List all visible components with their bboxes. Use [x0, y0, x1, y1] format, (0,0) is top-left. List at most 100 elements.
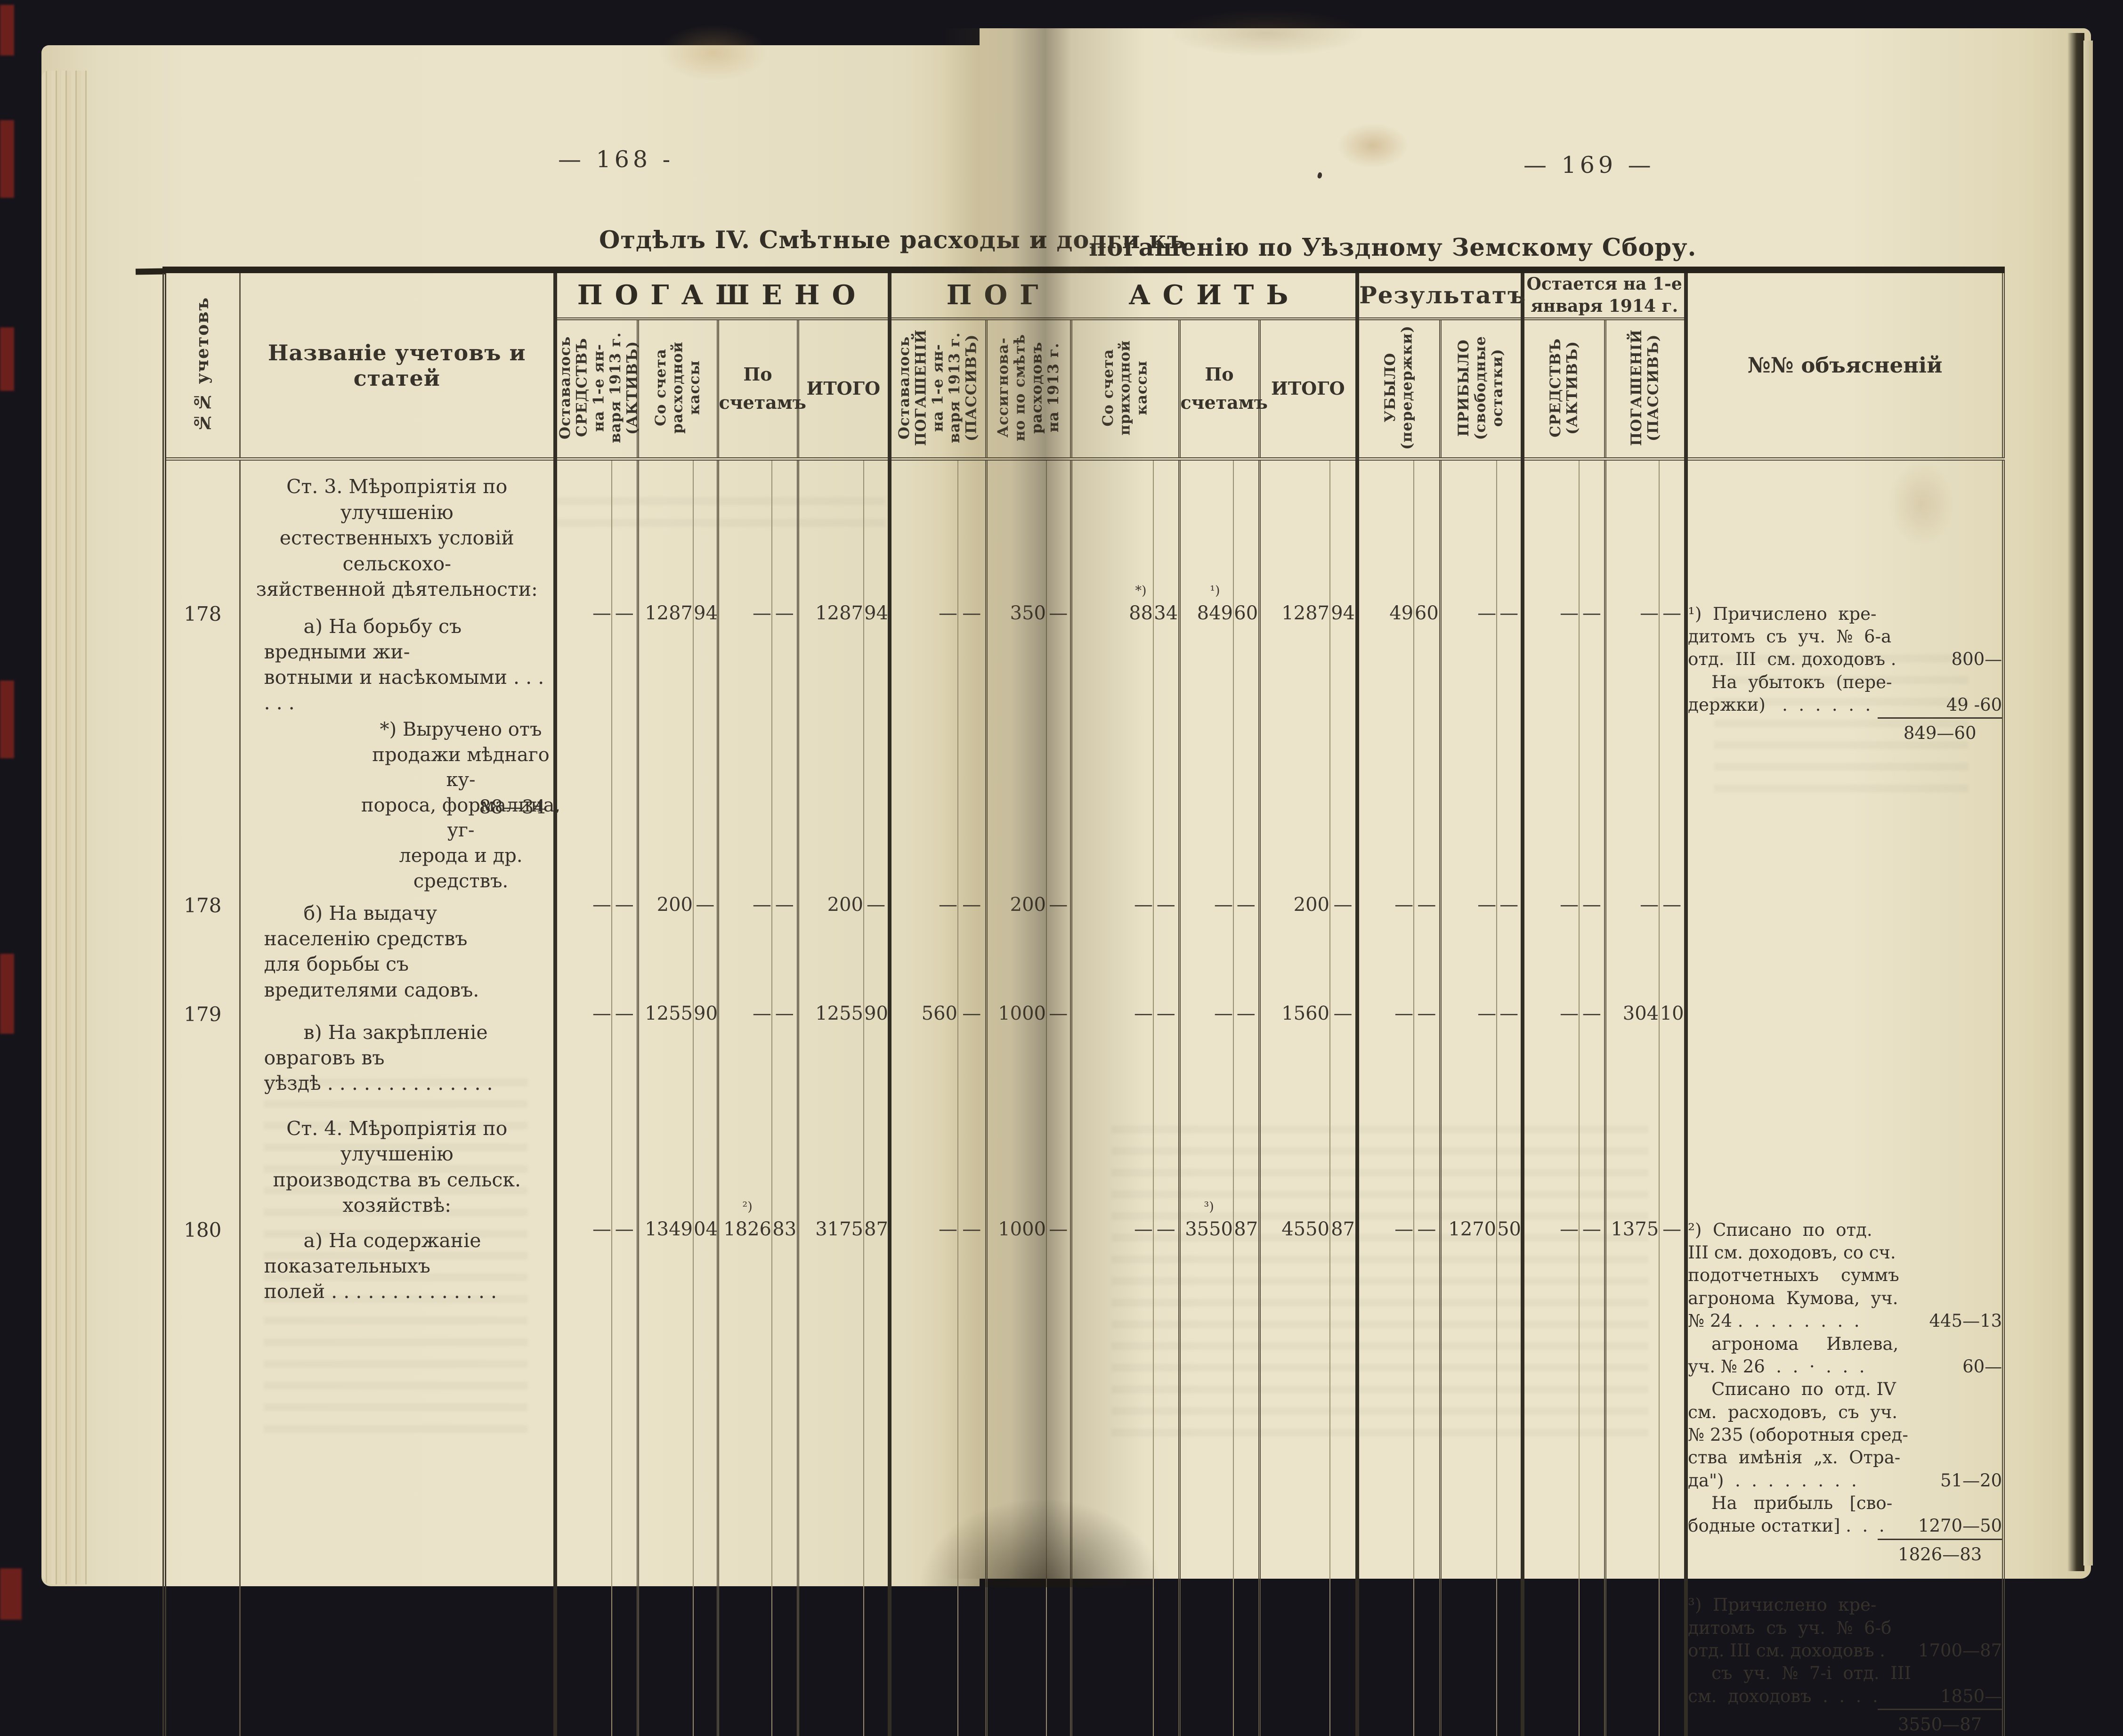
- table-row-r179: 179 в) На закрѣпленіе овраговъ въ уѣздѣ .…: [164, 1002, 2004, 1103]
- amount-kop-cell: [863, 715, 890, 894]
- amount-value: —: [1477, 1002, 1497, 1024]
- amount-rub-cell: [985, 459, 1046, 602]
- amount-rub-cell: —: [1070, 1002, 1153, 1103]
- amount-rub-cell: ²) 1826: [716, 1200, 772, 1736]
- footnote-marker: ³): [1204, 1199, 1214, 1214]
- amount-value: 560: [921, 1002, 957, 1024]
- amount-rub-cell: 1255: [636, 1002, 693, 1103]
- note-line: III см. доходовъ, со сч.: [1688, 1241, 2002, 1264]
- amount-kop-cell: —: [957, 1218, 986, 1736]
- amount-rub-cell: [1258, 1102, 1330, 1218]
- amount-rub-cell: [888, 459, 958, 602]
- amount-kop-cell: —: [1046, 602, 1071, 716]
- note-line: отд. III см. доходовъ . 800—: [1688, 648, 2002, 670]
- note-text: см. расходовъ, съ уч.: [1688, 1402, 1898, 1422]
- amount-kop-cell: [1233, 459, 1259, 602]
- amount-rub-cell: —: [553, 894, 612, 1003]
- explanation-cell: [1684, 1102, 2004, 1218]
- amount-kop-cell: —: [1579, 894, 1605, 1003]
- name-cell: а) На борьбу съ вредными жи- вотными и н…: [239, 602, 555, 716]
- amount-kop-cell: —: [611, 1218, 638, 1736]
- spine-red-mark: [0, 681, 14, 758]
- note-line: дитомъ съ уч. № 6-б: [1688, 1617, 2002, 1639]
- note-line: съ уч. № 7-і отд. III: [1688, 1662, 2002, 1684]
- table-row-st3: Ст. 3. Мѣропріятія по улучшенію естестве…: [164, 459, 2004, 602]
- amount-value: 1000: [998, 1002, 1046, 1024]
- amount-kop-cell: —: [1659, 1218, 1686, 1736]
- amount-kop-cell: —: [1496, 1002, 1523, 1103]
- amount-rub-cell: —: [553, 602, 612, 716]
- amount-value: 49: [1389, 602, 1414, 624]
- amount-kop-cell: [611, 1102, 638, 1218]
- amount-kop-cell: —: [1153, 1002, 1179, 1103]
- amount-kop-cell: —: [611, 894, 638, 1003]
- note-amount: 3550—87: [1878, 1708, 2002, 1736]
- amount-rub-cell: [1355, 715, 1414, 894]
- amount-rub-cell: —: [1070, 894, 1153, 1003]
- note-line: бодные остатки] . . . 1270—50: [1688, 1515, 2002, 1537]
- amount-rub-cell: 1000: [985, 1218, 1046, 1736]
- name-cell: а) На содержаніе показательныхъ полей . …: [239, 1218, 555, 1736]
- note-text: см. доходовъ . . . .: [1688, 1686, 1878, 1706]
- amount-value: 200: [656, 894, 693, 916]
- amount-kop-cell: [771, 1102, 798, 1218]
- explanation-cell: [1684, 1002, 2004, 1103]
- amount-value: —: [592, 1002, 611, 1024]
- amount-rub-cell: —: [716, 1002, 772, 1103]
- amount-kop-cell: [1329, 1102, 1358, 1218]
- amount-rub-cell: [1604, 1102, 1660, 1218]
- amount-kop-cell: —: [863, 894, 890, 1003]
- column-header: Со счета приходной кассы: [1070, 318, 1179, 461]
- amount-kop-cell: —: [1659, 602, 1686, 716]
- section-title-right: погашенію по Уѣздному Земскому Сбору.: [1089, 234, 1697, 262]
- spine-red-mark: [0, 954, 14, 1034]
- amount-rub-cell: —: [1178, 1002, 1233, 1103]
- name-cell: Ст. 4. Мѣропріятія по улучшенію производ…: [239, 1102, 555, 1218]
- amount-rub-cell: [553, 1102, 612, 1218]
- column-header-label: По счетамъ: [1180, 363, 1268, 414]
- row-name: а) На содержаніе показательныхъ полей . …: [264, 1229, 497, 1303]
- amount-kop-cell: —: [1153, 894, 1179, 1003]
- amount-rub-cell: [636, 715, 693, 894]
- column-header: По счетамъ: [716, 318, 806, 461]
- amount-value: 1287: [1281, 602, 1329, 624]
- page-edge-shadow: [2067, 33, 2084, 1571]
- amount-kop-cell: [611, 715, 638, 894]
- amount-rub-cell: [553, 715, 612, 894]
- note-text: бодные остатки] . . .: [1688, 1516, 1885, 1536]
- amount-rub-cell: [1178, 459, 1233, 602]
- amount-rub-cell: [716, 715, 772, 894]
- amount-kop-cell: 83: [771, 1218, 798, 1736]
- amount-rub-cell: 4550: [1258, 1218, 1330, 1736]
- column-header-label: ИТОГО: [806, 377, 881, 399]
- amount-kop-cell: —: [1046, 1218, 1071, 1736]
- amount-kop-cell: [1329, 459, 1358, 602]
- amount-kop-cell: [693, 715, 718, 894]
- amount-kop-cell: [1046, 715, 1071, 894]
- note-text: На убытокъ (пере-: [1711, 672, 1892, 692]
- note-line: агронома Ивлева,: [1688, 1333, 2002, 1355]
- amount-rub-cell: [1070, 715, 1153, 894]
- amount-value: —: [1394, 1002, 1414, 1024]
- note-text: III см. доходовъ, со сч.: [1688, 1242, 1896, 1263]
- note-amount: 1270—50: [1918, 1516, 2002, 1536]
- note-text: На прибыль [сво-: [1711, 1493, 1893, 1514]
- amount-rub-cell: 1560: [1258, 1002, 1330, 1103]
- amount-rub-cell: 200: [636, 894, 693, 1003]
- amount-value: —: [592, 602, 611, 624]
- amount-kop-cell: 94: [1329, 602, 1358, 716]
- note-text: ³) Причислено кре-: [1688, 1595, 1877, 1615]
- name-cell: б) На выдачу населенію средствъ для борь…: [239, 894, 555, 1003]
- section-heading: Ст. 3. Мѣропріятія по улучшенію естестве…: [256, 475, 538, 601]
- footnote-marker: *): [1135, 583, 1147, 598]
- note-line: 3550—87: [1688, 1708, 2002, 1736]
- note-line: ²) Списано по отд.: [1688, 1219, 2002, 1241]
- note-line: № 235 (оборотныя сред-: [1688, 1424, 2002, 1446]
- amount-rub-cell: —: [716, 602, 772, 716]
- amount-value: —: [1560, 602, 1579, 624]
- amount-kop-cell: —: [957, 1002, 986, 1103]
- amount-value: 1375: [1611, 1218, 1659, 1240]
- note-text: агронома Кумова, уч.: [1688, 1288, 1898, 1308]
- amount-kop-cell: —: [1329, 894, 1358, 1003]
- amount-value: 1255: [645, 1002, 693, 1024]
